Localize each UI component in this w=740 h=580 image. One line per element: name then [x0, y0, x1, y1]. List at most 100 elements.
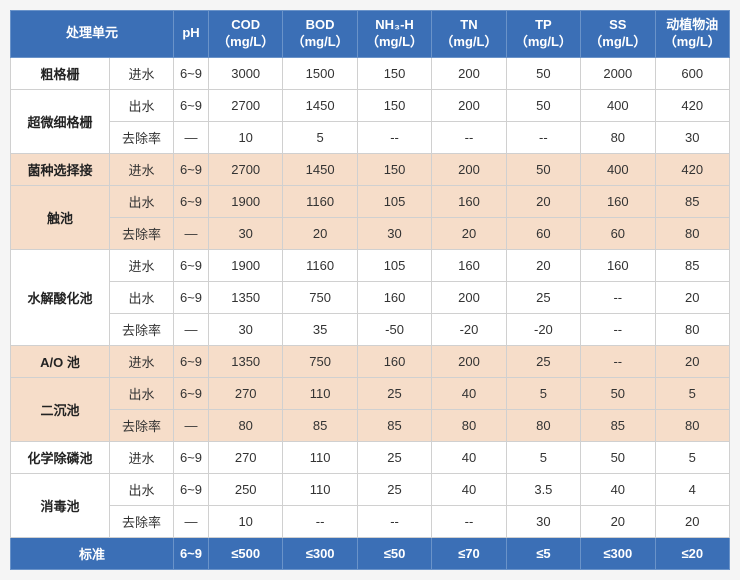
value-cell: 6~9 — [174, 441, 209, 473]
stage-label: 出水 — [110, 185, 174, 217]
value-cell: -50 — [357, 313, 431, 345]
value-cell: 10 — [208, 121, 282, 153]
stage-label: 去除率 — [110, 505, 174, 537]
standard-value: ≤20 — [655, 537, 729, 569]
value-cell: -- — [357, 121, 431, 153]
value-cell: 85 — [655, 185, 729, 217]
value-cell: 1900 — [208, 249, 282, 281]
value-cell: 60 — [581, 217, 655, 249]
value-cell: 3.5 — [506, 473, 580, 505]
value-cell: -- — [432, 505, 506, 537]
value-cell: 6~9 — [174, 345, 209, 377]
value-cell: 110 — [283, 473, 357, 505]
value-cell: 1350 — [208, 345, 282, 377]
value-cell: 1900 — [208, 185, 282, 217]
value-cell: — — [174, 505, 209, 537]
value-cell: 420 — [655, 89, 729, 121]
value-cell: 6~9 — [174, 249, 209, 281]
value-cell: 60 — [506, 217, 580, 249]
value-cell: 80 — [655, 313, 729, 345]
value-cell: 1350 — [208, 281, 282, 313]
value-cell: -- — [581, 281, 655, 313]
value-cell: 25 — [506, 281, 580, 313]
header-cod: COD（mg/L） — [208, 11, 282, 58]
stage-label: 进水 — [110, 441, 174, 473]
value-cell: 80 — [581, 121, 655, 153]
value-cell: 160 — [357, 345, 431, 377]
value-cell: 20 — [581, 505, 655, 537]
value-cell: 2700 — [208, 153, 282, 185]
value-cell: 30 — [655, 121, 729, 153]
value-cell: 25 — [506, 345, 580, 377]
value-cell: 50 — [581, 441, 655, 473]
value-cell: 25 — [357, 441, 431, 473]
unit-name: A/O 池 — [11, 345, 110, 377]
value-cell: 20 — [655, 505, 729, 537]
value-cell: 1450 — [283, 89, 357, 121]
value-cell: 50 — [506, 57, 580, 89]
value-cell: 200 — [432, 57, 506, 89]
table-row: 去除率—80858580808580 — [11, 409, 730, 441]
standard-value: ≤50 — [357, 537, 431, 569]
unit-name: 超微细格栅 — [11, 89, 110, 153]
value-cell: — — [174, 409, 209, 441]
header-tn: TN（mg/L） — [432, 11, 506, 58]
stage-label: 出水 — [110, 281, 174, 313]
value-cell: 200 — [432, 345, 506, 377]
table-row: 去除率—105------8030 — [11, 121, 730, 153]
value-cell: -20 — [432, 313, 506, 345]
value-cell: -- — [432, 121, 506, 153]
value-cell: 400 — [581, 89, 655, 121]
value-cell: 35 — [283, 313, 357, 345]
stage-label: 出水 — [110, 377, 174, 409]
value-cell: -20 — [506, 313, 580, 345]
value-cell: 150 — [357, 153, 431, 185]
value-cell: 50 — [506, 153, 580, 185]
standard-value: ≤500 — [208, 537, 282, 569]
table-header: 处理单元 pH COD（mg/L） BOD（mg/L） NH₃-H（mg/L） … — [11, 11, 730, 58]
standard-value: 6~9 — [174, 537, 209, 569]
value-cell: 20 — [283, 217, 357, 249]
value-cell: 25 — [357, 377, 431, 409]
standard-row: 标准6~9≤500≤300≤50≤70≤5≤300≤20 — [11, 537, 730, 569]
value-cell: 3000 — [208, 57, 282, 89]
value-cell: 30 — [506, 505, 580, 537]
table-body: 粗格栅进水6~930001500150200502000600超微细格栅出水6~… — [11, 57, 730, 569]
stage-label: 去除率 — [110, 409, 174, 441]
stage-label: 去除率 — [110, 217, 174, 249]
standard-value: ≤300 — [581, 537, 655, 569]
value-cell: — — [174, 217, 209, 249]
value-cell: 5 — [506, 377, 580, 409]
value-cell: 6~9 — [174, 57, 209, 89]
value-cell: 40 — [581, 473, 655, 505]
value-cell: 6~9 — [174, 89, 209, 121]
value-cell: 85 — [581, 409, 655, 441]
value-cell: 400 — [581, 153, 655, 185]
value-cell: 750 — [283, 345, 357, 377]
header-bod: BOD（mg/L） — [283, 11, 357, 58]
stage-label: 进水 — [110, 345, 174, 377]
standard-value: ≤70 — [432, 537, 506, 569]
value-cell: 600 — [655, 57, 729, 89]
unit-name: 消毒池 — [11, 473, 110, 537]
value-cell: 200 — [432, 281, 506, 313]
stage-label: 出水 — [110, 473, 174, 505]
value-cell: 6~9 — [174, 473, 209, 505]
value-cell: 40 — [432, 441, 506, 473]
stage-label: 去除率 — [110, 121, 174, 153]
value-cell: -- — [283, 505, 357, 537]
unit-name: 粗格栅 — [11, 57, 110, 89]
table-row: 二沉池出水6~927011025405505 — [11, 377, 730, 409]
value-cell: 5 — [655, 441, 729, 473]
standard-label: 标准 — [11, 537, 174, 569]
unit-name: 水解酸化池 — [11, 249, 110, 345]
value-cell: -- — [581, 313, 655, 345]
value-cell: 105 — [357, 249, 431, 281]
value-cell: 160 — [432, 185, 506, 217]
header-ss: SS（mg/L） — [581, 11, 655, 58]
value-cell: 5 — [283, 121, 357, 153]
value-cell: 105 — [357, 185, 431, 217]
table-row: 水解酸化池进水6~9190011601051602016085 — [11, 249, 730, 281]
value-cell: 200 — [432, 89, 506, 121]
value-cell: 150 — [357, 89, 431, 121]
